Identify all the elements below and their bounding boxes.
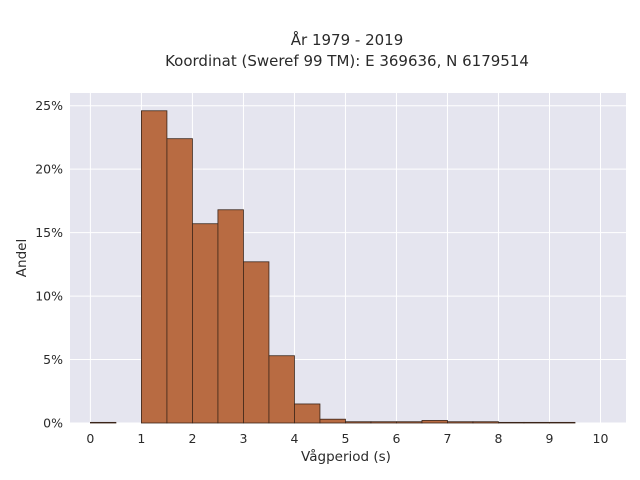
histogram-bar: [472, 421, 499, 424]
x-axis-ticks: 0 1 2 3 4 5 6 7 8 9 10: [86, 431, 608, 446]
x-tick-label: 5: [341, 431, 349, 446]
bars-group: [90, 110, 576, 424]
histogram-bar: [421, 420, 448, 424]
histogram-bar: [243, 261, 270, 424]
y-axis-ticks: 0% 5% 10% 15% 20% 25%: [35, 98, 63, 430]
histogram-bar: [268, 355, 295, 424]
x-tick-label: 6: [392, 431, 400, 446]
histogram-bar: [192, 223, 219, 424]
histogram-bar: [498, 421, 525, 424]
histogram-bar: [141, 110, 168, 424]
y-tick-label: 20%: [35, 162, 63, 177]
y-tick-label: 5%: [43, 352, 63, 367]
x-tick-label: 2: [188, 431, 196, 446]
histogram-bar: [549, 421, 576, 424]
histogram-bar: [396, 421, 423, 424]
x-tick-label: 10: [593, 431, 609, 446]
chart-title-line-2: Koordinat (Sweref 99 TM): E 369636, N 61…: [165, 52, 529, 70]
y-tick-label: 0%: [43, 416, 63, 431]
histogram-bar: [345, 421, 372, 424]
histogram-bar: [370, 421, 397, 424]
chart-title-line-1: År 1979 - 2019: [291, 30, 404, 49]
histogram-bar: [166, 138, 193, 424]
histogram-bar: [294, 403, 321, 424]
x-axis-label: Vågperiod (s): [301, 448, 391, 465]
y-tick-label: 25%: [35, 98, 63, 113]
y-axis-label: Andel: [14, 239, 30, 277]
x-tick-label: 7: [443, 431, 451, 446]
x-tick-label: 8: [495, 431, 503, 446]
x-tick-label: 0: [86, 431, 94, 446]
x-tick-label: 3: [239, 431, 247, 446]
x-tick-label: 4: [290, 431, 298, 446]
y-tick-label: 15%: [35, 225, 63, 240]
histogram-bar: [217, 209, 244, 424]
x-tick-label: 9: [546, 431, 554, 446]
histogram-bar: [447, 421, 474, 424]
histogram-bar: [319, 418, 346, 424]
y-tick-label: 10%: [35, 289, 63, 304]
histogram-bar: [523, 421, 550, 424]
histogram-bar: [90, 421, 117, 424]
x-tick-label: 1: [137, 431, 145, 446]
